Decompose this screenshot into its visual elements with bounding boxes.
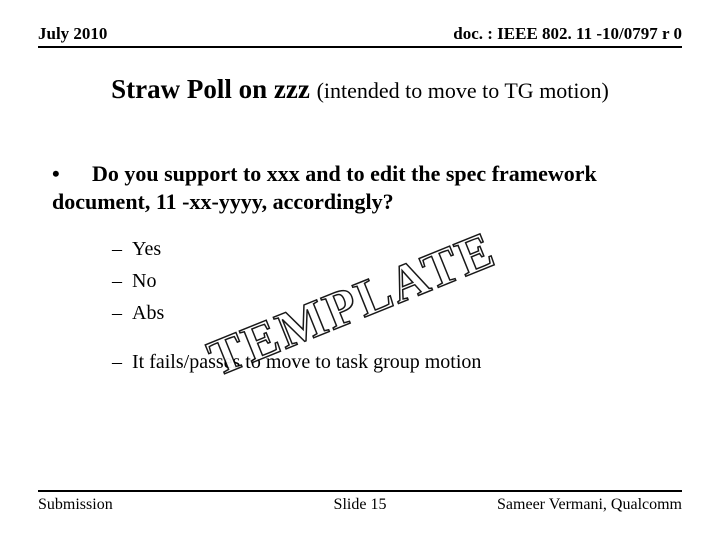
slide-body: •Do you support to xxx and to edit the s… [52, 160, 668, 374]
header-row: July 2010 doc. : IEEE 802. 11 -10/0797 r… [38, 24, 682, 48]
option-item: –Abs [112, 297, 668, 329]
option-label: Abs [132, 302, 164, 324]
title-subtitle: (intended to move to TG motion) [317, 78, 609, 103]
options-list: –Yes –No –Abs [112, 233, 668, 329]
footer-rule [38, 490, 682, 492]
outcome-line: –It fails/passes to move to task group m… [112, 351, 668, 374]
option-item: –No [112, 265, 668, 297]
dash-icon: – [112, 233, 132, 265]
slide-title: Straw Poll on zzz (intended to move to T… [0, 74, 720, 105]
question-text: Do you support to xxx and to edit the sp… [52, 161, 597, 214]
question-bullet: •Do you support to xxx and to edit the s… [52, 160, 668, 215]
slide-header: July 2010 doc. : IEEE 802. 11 -10/0797 r… [38, 24, 682, 48]
dash-icon: – [112, 265, 132, 297]
bullet-dot-icon: • [52, 160, 70, 188]
outcome-text: It fails/passes to move to task group mo… [132, 351, 481, 373]
footer-slide-number: Slide 15 [38, 496, 682, 514]
slide-page: July 2010 doc. : IEEE 802. 11 -10/0797 r… [0, 0, 720, 540]
dash-icon: – [112, 351, 132, 374]
option-label: No [132, 270, 156, 292]
header-date: July 2010 [38, 24, 107, 44]
option-item: –Yes [112, 233, 668, 265]
header-doc-id: doc. : IEEE 802. 11 -10/0797 r 0 [453, 24, 682, 44]
slide-footer: Submission Slide 15 Sameer Vermani, Qual… [38, 490, 682, 514]
option-label: Yes [132, 238, 161, 260]
title-main: Straw Poll on zzz [111, 74, 316, 104]
dash-icon: – [112, 297, 132, 329]
footer-row: Submission Slide 15 Sameer Vermani, Qual… [38, 496, 682, 514]
